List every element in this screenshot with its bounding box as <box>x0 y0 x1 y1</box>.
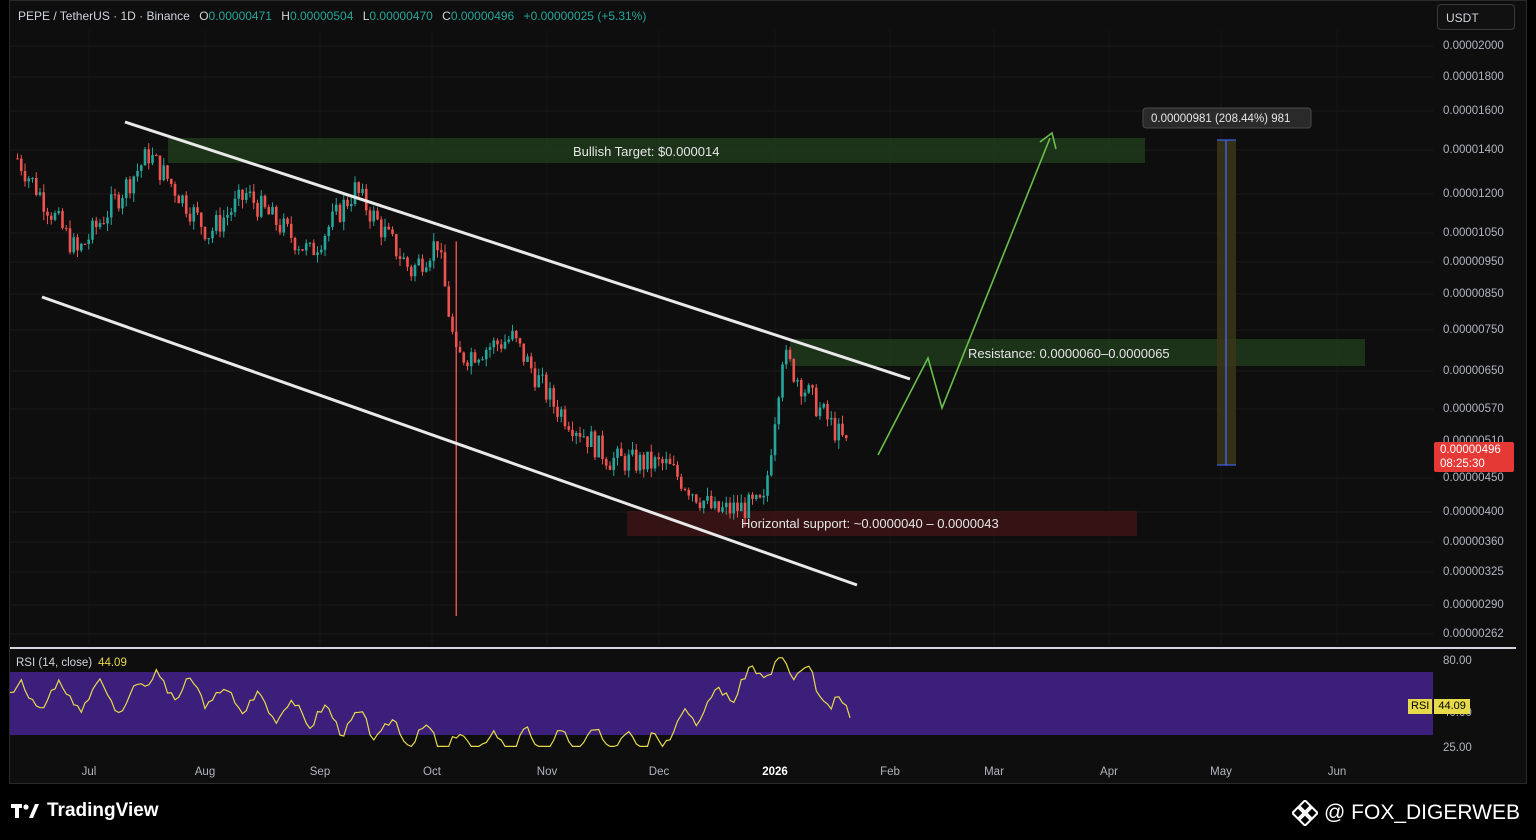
price-axis-label: 0.00000850 <box>1443 288 1504 300</box>
price-axis-label: 0.00000750 <box>1443 324 1504 336</box>
time-axis-label: Sep <box>309 766 331 778</box>
countdown-value: 08:25:30 <box>1440 458 1485 470</box>
rsi-tag-value: 44.09 <box>1434 699 1470 714</box>
change-value: +0.00000025 (+5.31%) <box>523 9 647 23</box>
price-axis-label: 0.00000325 <box>1443 566 1504 578</box>
price-axis-label: 0.00001800 <box>1443 71 1504 83</box>
rsi-legend[interactable]: RSI (14, close) 44.09 <box>16 657 127 669</box>
close-value: 0.00000496 <box>450 9 515 23</box>
rsi-axis-25: 25.00 <box>1443 742 1472 754</box>
low-label: L <box>362 9 370 23</box>
rsi-title: RSI (14, close) <box>16 657 93 669</box>
price-axis-label: 0.00000450 <box>1443 472 1504 484</box>
pane-divider[interactable] <box>10 647 1516 649</box>
rsi-current-tag: RSI 44.09 <box>1408 699 1470 714</box>
time-axis-label: Feb <box>880 766 900 778</box>
rsi-tag-label: RSI <box>1408 699 1433 714</box>
price-axis-label: 0.00000950 <box>1443 256 1504 268</box>
tradingview-logo[interactable]: TradingView <box>11 800 159 822</box>
chart-frame <box>9 0 1527 784</box>
price-axis-label: 0.00000262 <box>1443 628 1504 640</box>
symbol-legend[interactable]: PEPE / TetherUS · 1D · Binance O0.000004… <box>18 9 646 23</box>
price-axis-label: 0.00000570 <box>1443 403 1504 415</box>
price-axis-label: 0.00001400 <box>1443 144 1504 156</box>
tradingview-logo-icon <box>11 804 39 818</box>
price-axis-label: 0.00000290 <box>1443 599 1504 611</box>
price-axis-label: 0.00001200 <box>1443 188 1504 200</box>
price-axis-label: 0.00002000 <box>1443 40 1504 52</box>
binance-diamond-icon <box>1292 800 1318 826</box>
time-axis-label: Jun <box>1327 766 1347 778</box>
tradingview-brand: TradingView <box>47 800 159 821</box>
price-axis-label: 0.00001050 <box>1443 227 1504 239</box>
current-price-value: 0.00000496 <box>1440 444 1501 456</box>
currency-selector[interactable]: USDT <box>1437 4 1515 30</box>
time-axis-label: Mar <box>984 766 1004 778</box>
time-axis-label: 2026 <box>762 766 788 778</box>
rsi-value: 44.09 <box>98 657 127 669</box>
author-handle: @ FOX_DIGERWEB <box>1292 800 1520 826</box>
high-label: H <box>281 9 290 23</box>
time-axis-label: Oct <box>423 766 441 778</box>
time-axis-label: Apr <box>1100 766 1118 778</box>
price-axis-label: 0.00000650 <box>1443 365 1504 377</box>
time-axis-label: Nov <box>536 766 558 778</box>
author-handle-text: @ FOX_DIGERWEB <box>1324 801 1520 824</box>
open-label: O <box>199 9 209 23</box>
price-axis-label: 0.00000360 <box>1443 536 1504 548</box>
open-value: 0.00000471 <box>208 9 272 23</box>
time-axis-label: Aug <box>194 766 216 778</box>
time-axis-label: Dec <box>648 766 670 778</box>
time-axis-label: Jul <box>81 766 97 778</box>
time-axis-label: May <box>1210 766 1232 778</box>
current-price-tag: 0.00000496 08:25:30 <box>1434 442 1514 472</box>
low-value: 0.00000470 <box>369 9 433 23</box>
price-axis-label: 0.00001600 <box>1443 105 1504 117</box>
symbol-name[interactable]: PEPE / TetherUS · 1D · Binance <box>18 9 190 23</box>
rsi-axis-80: 80.00 <box>1443 655 1472 667</box>
high-value: 0.00000504 <box>289 9 354 23</box>
price-axis-label: 0.00000400 <box>1443 506 1504 518</box>
close-label: C <box>442 9 451 23</box>
